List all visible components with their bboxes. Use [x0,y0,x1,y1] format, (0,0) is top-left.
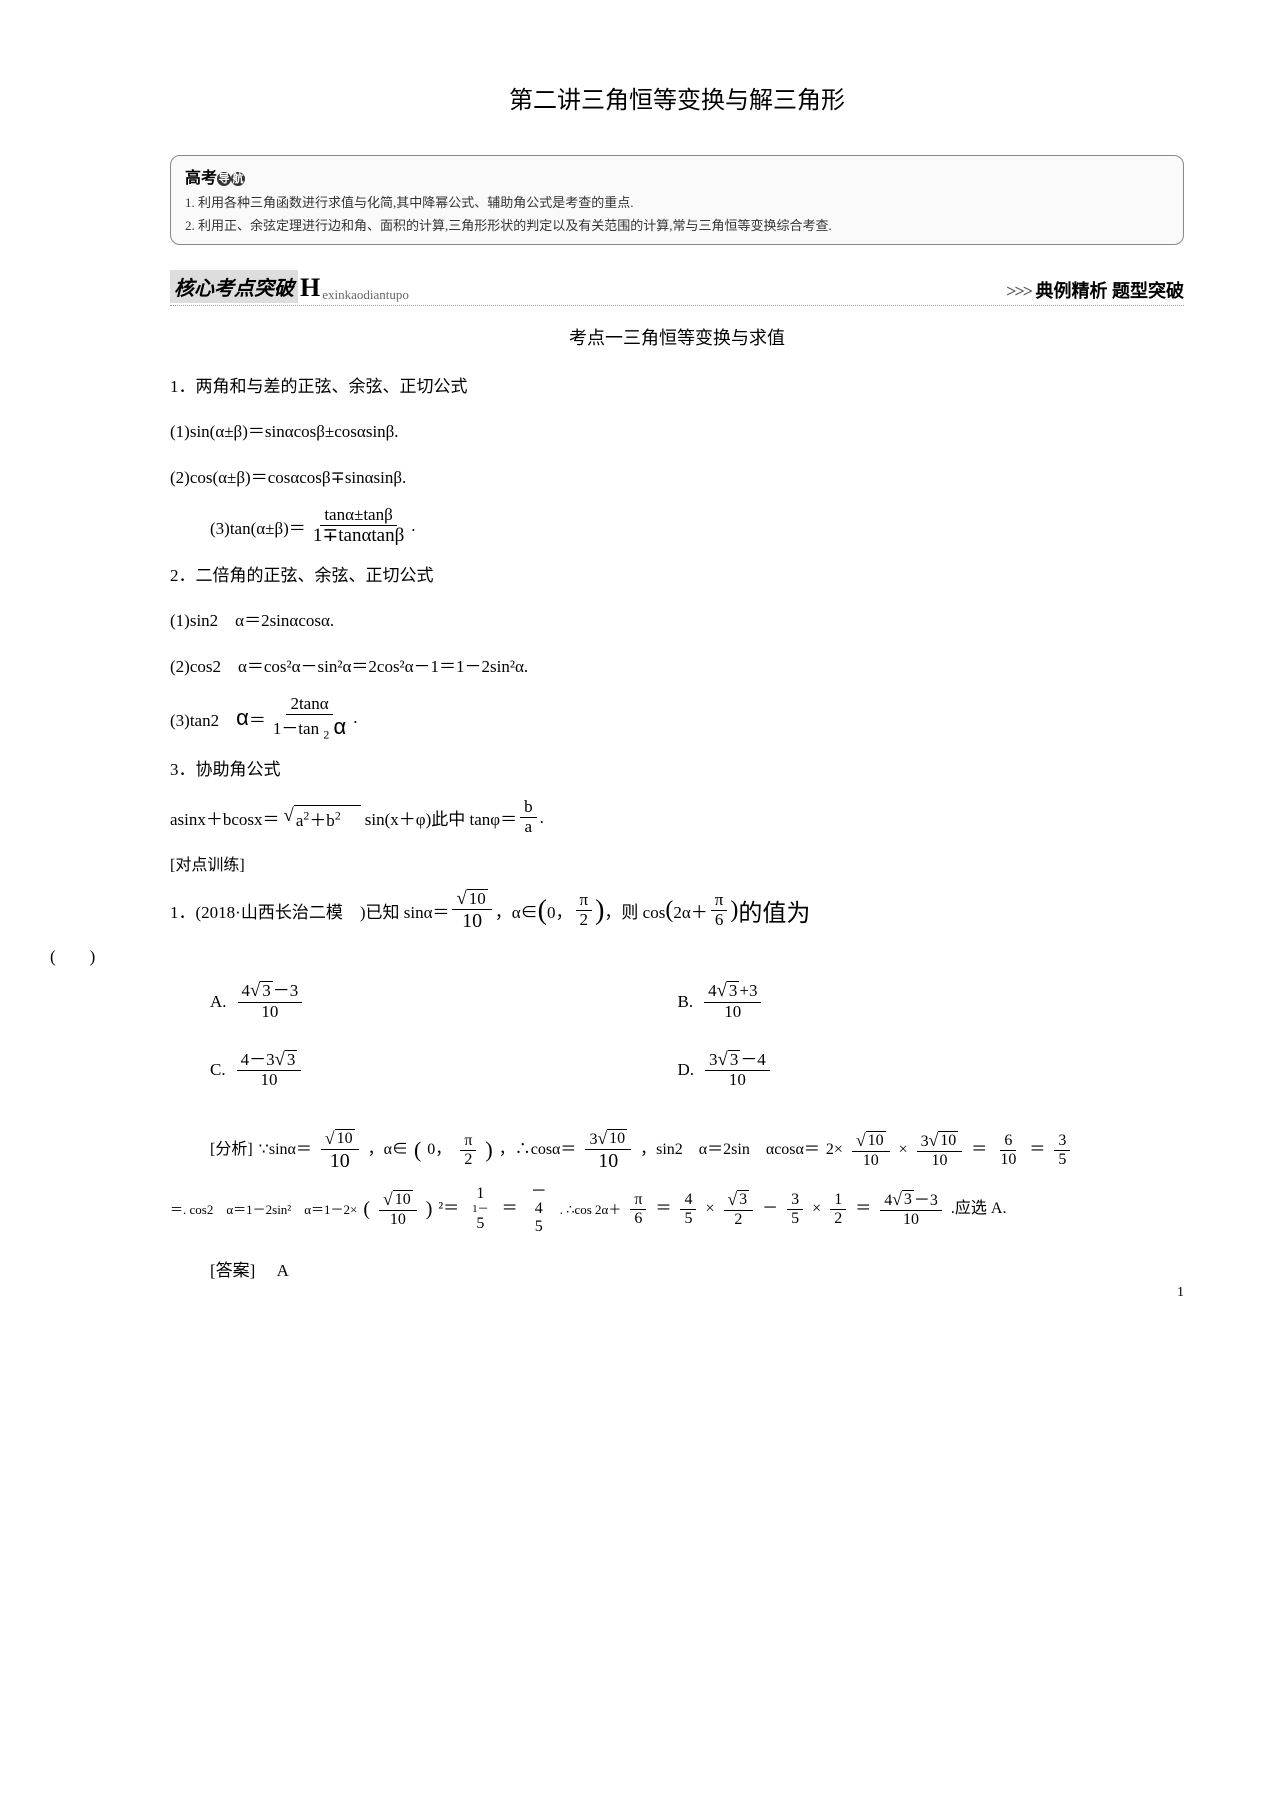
nav-item-2: 2. 利用正、余弦定理进行边和角、面积的计算,三角形形状的判定以及有关范围的计算… [185,215,1169,234]
section-h-icon: H [300,273,320,303]
f3-left: (3)tan(α±β)＝ [210,514,306,539]
p1: 1．两角和与差的正弦、余弦、正切公式 [170,368,1184,405]
aux-frac-num: b [520,798,537,818]
aux-sqrt: a2＋b2 [284,805,361,831]
question-1: 1．(2018·山西长治二模 )已知 sinα＝ 10 10 ，α∈ ( 0， … [170,889,1184,933]
option-a: A. 43－3 10 [210,981,678,1021]
answer-line: [答案] A [210,1256,1184,1281]
f6-num: 2tanα [286,695,332,715]
q1-paren: ( ) [50,942,1184,967]
formula-3: (3)tan(α±β)＝ tanα±tanβ 1∓tanαtanβ . [210,506,1184,547]
nav-title-prefix: 高考 [185,170,217,187]
formula-4: (1)sin2 α＝2sinαcosα. [170,602,1184,639]
options: A. 43－3 10 B. 43+3 10 C. 4－33 10 D. 33－4 [210,967,1184,1104]
arrows-icon: >>> [1006,281,1031,301]
aux-mid: sin(x＋φ)此中 tanφ＝ [365,805,517,830]
analysis-tag: [分析] [210,1131,253,1169]
analysis: [分析] ∵sinα＝ 1010 ，α∈ (0， π2 ) ，∴cosα＝ 31… [170,1124,1184,1236]
option-d: D. 33－4 10 [678,1050,1146,1090]
formula-2: (2)cos(α±β)＝cosαcosβ∓sinαsinβ. [170,459,1184,496]
section-label: 核心考点突破 [170,270,298,303]
formula-1: (1)sin(α±β)＝sinαcosβ±cosαsinβ. [170,413,1184,450]
section-bar: 核心考点突破 H exinkaodiantupo >>> 典例精析 题型突破 [170,270,1184,306]
section-pinyin: exinkaodiantupo [322,287,409,303]
q1-c: ，则 cos [604,898,665,923]
nav-title: 高考导航 [185,164,1169,188]
answer-tag: [答案] [210,1261,255,1280]
q1-b: ，α∈ [495,898,538,923]
aux-left: asinx＋bcosx＝ [170,805,280,830]
f3-frac: tanα±tanβ 1∓tanαtanβ [309,506,408,547]
aux-frac-den: a [521,818,537,837]
q1-frac1: 10 10 [452,889,491,933]
f6-alpha: α [236,705,249,731]
f6-frac: 2tanα 1－tan 2 α [269,695,350,741]
sub-heading: 考点一三角恒等变换与求值 [170,324,1184,350]
nav-dot-2: 航 [231,172,245,186]
f6-left: (3)tan2 [170,706,236,731]
page-title: 第二讲三角恒等变换与解三角形 [170,80,1184,115]
p3: 3．协助角公式 [170,751,1184,788]
q1-range-frac: π 2 [576,891,593,929]
f3-num: tanα±tanβ [320,506,396,526]
formula-5: (2)cos2 α＝cos²α－sin²α＝2cos²α－1＝1－2sin²α. [170,648,1184,685]
q1-pi6: π 6 [711,891,728,929]
formula-6: (3)tan2 α ＝ 2tanα 1－tan 2 α . [170,695,1184,741]
f6-den: 1－tan 2 α [269,715,350,741]
f6-eq: ＝ [249,706,266,731]
section-right: >>> 典例精析 题型突破 [1006,277,1184,303]
aux-frac: b a [520,798,537,836]
option-b: B. 43+3 10 [678,981,1146,1021]
answer-value: A [277,1261,289,1280]
option-c: C. 4－33 10 [210,1050,678,1090]
nav-dot-1: 导 [217,172,231,186]
train-label: [对点训练] [170,851,1184,875]
q1-d: 的值为 [738,893,810,928]
q1-a: 1．(2018·山西长治二模 )已知 sinα＝ [170,898,449,923]
nav-box: 高考导航 1. 利用各种三角函数进行求值与化简,其中降幂公式、辅助角公式是考查的… [170,155,1184,245]
section-right-text: 典例精析 题型突破 [1036,281,1185,301]
p2: 2．二倍角的正弦、余弦、正切公式 [170,557,1184,594]
f3-den: 1∓tanαtanβ [309,526,408,547]
nav-item-1: 1. 利用各种三角函数进行求值与化简,其中降幂公式、辅助角公式是考查的重点. [185,192,1169,211]
page-number: 1 [1177,1285,1184,1301]
aux-formula: asinx＋bcosx＝ a2＋b2 sin(x＋φ)此中 tanφ＝ b a … [170,798,1184,836]
